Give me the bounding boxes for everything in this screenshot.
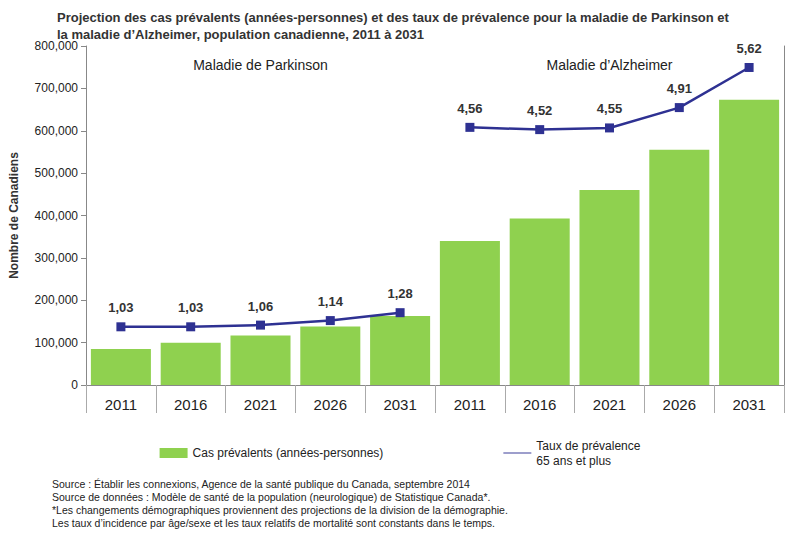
svg-text:Maladie d’Alzheimer: Maladie d’Alzheimer <box>546 57 672 73</box>
svg-text:2026: 2026 <box>314 396 347 413</box>
svg-text:300,000: 300,000 <box>35 251 79 265</box>
svg-text:2011: 2011 <box>105 396 137 413</box>
svg-text:1,28: 1,28 <box>387 286 412 301</box>
svg-text:2026: 2026 <box>663 396 696 413</box>
svg-text:2021: 2021 <box>593 396 626 413</box>
svg-text:600,000: 600,000 <box>35 124 79 138</box>
svg-text:1,14: 1,14 <box>318 294 344 309</box>
svg-text:1,06: 1,06 <box>248 299 273 314</box>
svg-text:la maladie d’Alzheimer, popula: la maladie d’Alzheimer, population canad… <box>57 27 424 42</box>
svg-text:400,000: 400,000 <box>35 209 79 223</box>
svg-text:Les taux d’incidence par âge/s: Les taux d’incidence par âge/sexe et les… <box>52 517 495 529</box>
svg-text:700,000: 700,000 <box>35 81 79 95</box>
svg-text:1,03: 1,03 <box>178 300 203 315</box>
svg-text:100,000: 100,000 <box>35 336 79 350</box>
svg-text:2016: 2016 <box>174 396 207 413</box>
svg-text:2021: 2021 <box>244 396 277 413</box>
svg-text:5,62: 5,62 <box>736 41 761 56</box>
svg-text:65 ans et plus: 65 ans et plus <box>536 454 611 468</box>
svg-text:4,56: 4,56 <box>457 101 482 116</box>
svg-text:800,000: 800,000 <box>34 39 78 53</box>
svg-text:2011: 2011 <box>454 396 486 413</box>
svg-text:2031: 2031 <box>383 396 416 413</box>
svg-text:Maladie de Parkinson: Maladie de Parkinson <box>193 57 328 73</box>
svg-text:Source : Établir les connexion: Source : Établir les connexions, Agence … <box>52 478 470 490</box>
svg-text:4,52: 4,52 <box>527 103 552 118</box>
svg-text:500,000: 500,000 <box>35 166 79 180</box>
svg-text:Cas prévalents (années-personn: Cas prévalents (années-personnes) <box>193 446 384 460</box>
svg-text:Nombre de Canadiens: Nombre de Canadiens <box>7 152 21 279</box>
svg-text:*Les changements démographique: *Les changements démographiques provienn… <box>52 504 508 516</box>
svg-text:Source de données : Modèle de: Source de données : Modèle de santé de l… <box>52 491 490 503</box>
svg-text:Projection des cas prévalents: Projection des cas prévalents (années-pe… <box>57 10 733 25</box>
svg-text:2016: 2016 <box>523 396 556 413</box>
svg-text:0: 0 <box>71 378 78 392</box>
svg-text:2031: 2031 <box>732 396 765 413</box>
svg-text:4,91: 4,91 <box>667 81 692 96</box>
svg-text:1,03: 1,03 <box>108 300 133 315</box>
svg-text:200,000: 200,000 <box>35 293 79 307</box>
svg-text:4,55: 4,55 <box>597 101 622 116</box>
svg-text:Taux de prévalence: Taux de prévalence <box>536 439 640 453</box>
